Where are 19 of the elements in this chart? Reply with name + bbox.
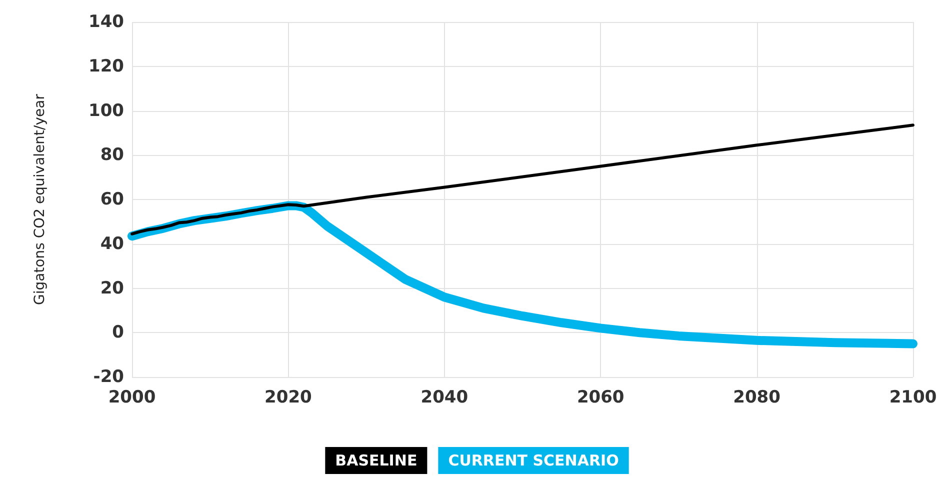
y-tick-label: 0 xyxy=(112,322,124,343)
x-tick-label: 2100 xyxy=(889,388,937,408)
text: BASELINE xyxy=(335,452,418,470)
x-tick-label: 2080 xyxy=(733,388,781,408)
y-tick-label: 60 xyxy=(100,190,124,210)
line-series xyxy=(130,124,914,236)
y-tick-label: 120 xyxy=(88,56,124,76)
x-tick-label: 2000 xyxy=(108,388,156,408)
x-tick-label: 2020 xyxy=(264,388,312,408)
y-axis-title: Gigatons CO2 equivalent/year xyxy=(32,94,48,305)
text: CURRENT SCENARIO xyxy=(448,452,619,470)
y-tick-label: 80 xyxy=(100,145,124,166)
y-tick-label: 40 xyxy=(100,234,124,254)
y-tick-label: -20 xyxy=(93,367,124,387)
x-tick-label: 2040 xyxy=(420,388,468,408)
x-tick-label: 2060 xyxy=(576,388,624,408)
y-tick-label: 140 xyxy=(88,12,124,32)
y-tick-label: 100 xyxy=(88,100,124,121)
y-tick-label: 20 xyxy=(100,278,124,298)
